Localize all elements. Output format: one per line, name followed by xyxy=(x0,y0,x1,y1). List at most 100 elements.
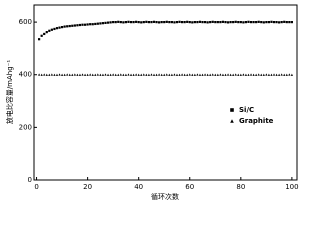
data-point xyxy=(152,73,156,76)
data-point xyxy=(255,21,258,24)
data-point xyxy=(265,73,268,76)
data-point xyxy=(142,21,145,24)
data-point xyxy=(40,73,43,76)
data-point xyxy=(275,73,278,76)
data-point xyxy=(221,73,225,76)
data-point xyxy=(239,73,242,76)
data-point xyxy=(180,73,184,76)
data-point xyxy=(124,21,128,24)
data-point xyxy=(132,21,135,24)
data-point xyxy=(232,73,235,76)
data-point xyxy=(257,73,260,76)
data-point xyxy=(209,21,212,24)
data-point xyxy=(183,21,186,24)
data-point xyxy=(288,21,291,24)
data-point xyxy=(239,21,242,24)
data-point xyxy=(132,73,135,76)
data-point xyxy=(104,73,107,76)
data-point xyxy=(244,73,248,76)
data-point xyxy=(170,73,173,76)
x-tick-label: 20 xyxy=(83,183,92,191)
data-point xyxy=(150,73,153,76)
data-point xyxy=(86,73,89,76)
data-point xyxy=(237,73,240,76)
legend-label: Si/C xyxy=(239,106,254,114)
data-point xyxy=(45,31,48,34)
data-point xyxy=(124,73,128,76)
data-point xyxy=(206,73,209,76)
data-point xyxy=(112,73,115,76)
data-point xyxy=(201,21,204,24)
data-point xyxy=(211,73,214,76)
data-point xyxy=(122,21,125,24)
data-point xyxy=(50,28,53,31)
data-point xyxy=(38,73,41,76)
data-point xyxy=(283,73,286,76)
data-point xyxy=(165,73,168,76)
data-point xyxy=(193,21,196,24)
data-point xyxy=(249,73,253,76)
data-point xyxy=(71,73,74,76)
y-axis-label: 放电比容量/mAhg⁻¹ xyxy=(5,60,14,125)
data-point xyxy=(247,73,250,76)
data-point xyxy=(129,73,133,76)
data-point xyxy=(147,73,151,76)
data-point xyxy=(101,73,105,76)
data-point xyxy=(260,21,263,24)
chart: 放电比容量/mAhg⁻¹ 循环次数 0 200 400 600 0 20 40 60 80 100… xyxy=(5,4,299,200)
data-point xyxy=(137,73,140,76)
data-point xyxy=(214,21,217,24)
data-point xyxy=(94,22,97,26)
data-point xyxy=(140,73,143,76)
data-point xyxy=(66,25,69,28)
data-point xyxy=(219,21,222,24)
data-point xyxy=(60,26,64,29)
data-point xyxy=(175,73,179,76)
data-point xyxy=(221,20,225,23)
data-point xyxy=(191,21,194,24)
data-point xyxy=(78,23,82,27)
data-point xyxy=(147,21,151,24)
data-point xyxy=(117,20,120,23)
data-point xyxy=(89,23,92,26)
data-point xyxy=(165,20,168,23)
data-point xyxy=(63,73,66,76)
data-point xyxy=(178,73,181,76)
data-point xyxy=(255,73,258,76)
legend-marker xyxy=(230,119,234,123)
data-point xyxy=(226,21,230,24)
data-point xyxy=(140,21,143,24)
x-tick-label: 40 xyxy=(134,183,143,191)
data-point xyxy=(48,73,51,76)
data-point xyxy=(135,20,138,23)
data-point xyxy=(173,73,176,76)
data-point xyxy=(283,20,286,23)
data-point xyxy=(170,21,173,24)
data-point xyxy=(109,21,112,24)
data-point xyxy=(55,73,59,76)
data-point xyxy=(117,73,120,76)
data-point xyxy=(270,73,273,76)
data-point xyxy=(86,23,89,26)
data-point xyxy=(53,73,56,76)
data-point xyxy=(76,24,79,27)
data-point xyxy=(183,73,186,76)
data-point xyxy=(68,73,71,76)
data-point xyxy=(272,73,276,76)
data-point xyxy=(249,21,253,24)
data-point xyxy=(237,21,240,24)
data-point xyxy=(209,73,212,76)
data-point xyxy=(272,21,276,24)
y-tick-label: 0 xyxy=(28,176,32,184)
y-tick-label: 600 xyxy=(19,18,32,26)
y-tick-label: 400 xyxy=(19,71,32,79)
data-point xyxy=(99,73,102,76)
data-point xyxy=(188,21,191,24)
data-point xyxy=(60,73,64,76)
data-point xyxy=(53,27,56,31)
data-point xyxy=(203,73,207,76)
data-point xyxy=(229,73,232,76)
data-point xyxy=(58,26,61,29)
data-point xyxy=(216,21,219,24)
data-point xyxy=(119,21,122,24)
